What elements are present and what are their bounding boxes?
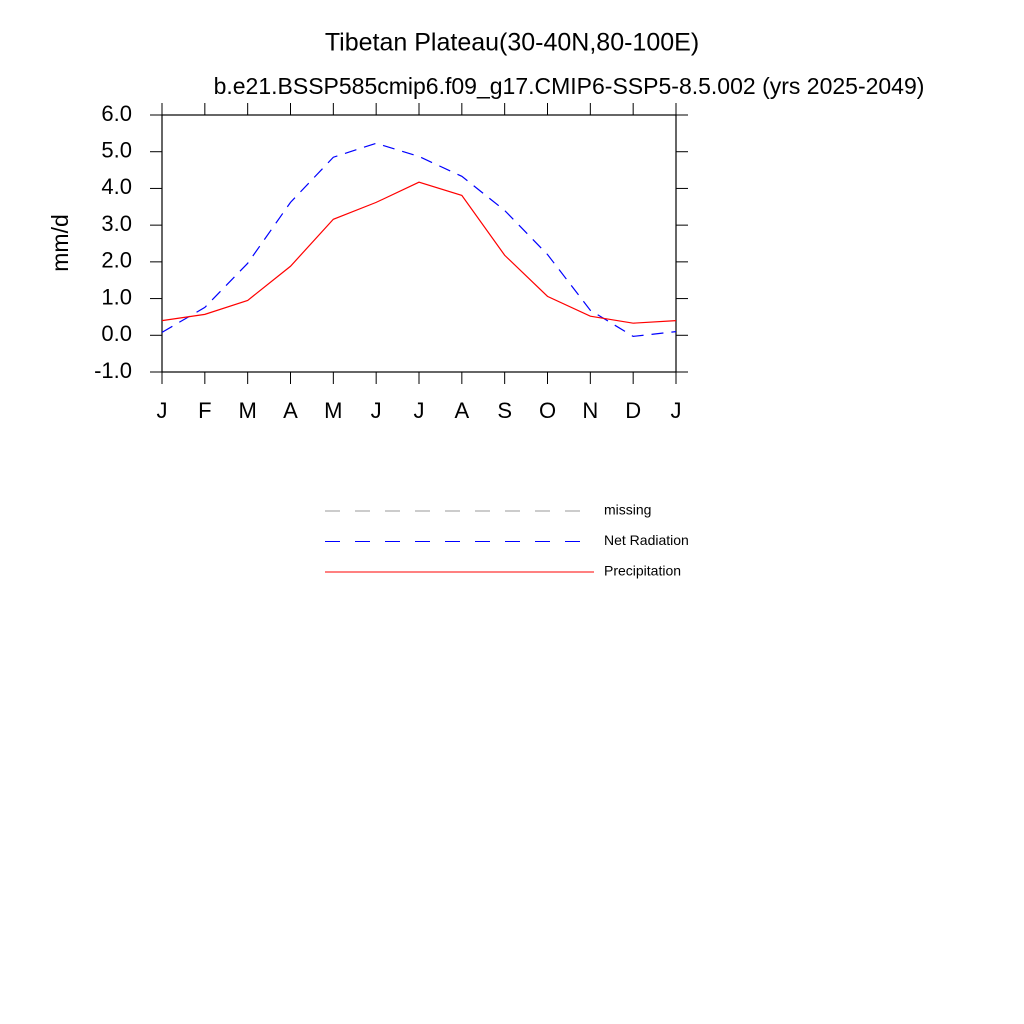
legend-label: Net Radiation <box>604 532 689 548</box>
x-tick-label: J <box>371 398 382 423</box>
x-tick-label: M <box>239 398 257 423</box>
x-tick-label: F <box>198 398 211 423</box>
y-tick-label: -1.0 <box>94 358 132 383</box>
chart-title: Tibetan Plateau(30-40N,80-100E) <box>325 29 699 57</box>
series-line <box>161 181 677 324</box>
x-tick-label: M <box>324 398 342 423</box>
y-tick-label: 1.0 <box>101 284 132 309</box>
x-tick-label: N <box>582 398 598 423</box>
x-tick-label: D <box>625 398 641 423</box>
y-axis-label: mm/d <box>47 214 73 272</box>
plot-frame <box>161 114 677 373</box>
x-tick-label: S <box>497 398 512 423</box>
x-tick-label: J <box>157 398 168 423</box>
y-tick-label: 2.0 <box>101 248 132 273</box>
chart-subtitle: b.e21.BSSP585cmip6.f09_g17.CMIP6-SSP5-8.… <box>214 73 925 99</box>
y-tick-label: 5.0 <box>101 138 132 163</box>
y-tick-label: 0.0 <box>101 321 132 346</box>
series-line <box>161 142 677 338</box>
y-tick-label: 6.0 <box>101 101 132 126</box>
x-tick-label: A <box>454 398 469 423</box>
y-tick-label: 4.0 <box>101 174 132 199</box>
legend-label: missing <box>604 502 651 518</box>
x-tick-label: J <box>671 398 682 423</box>
legend-label: Precipitation <box>604 563 681 579</box>
y-tick-label: 3.0 <box>101 211 132 236</box>
x-tick-label: A <box>283 398 298 423</box>
x-tick-label: O <box>539 398 556 423</box>
x-tick-label: J <box>414 398 425 423</box>
